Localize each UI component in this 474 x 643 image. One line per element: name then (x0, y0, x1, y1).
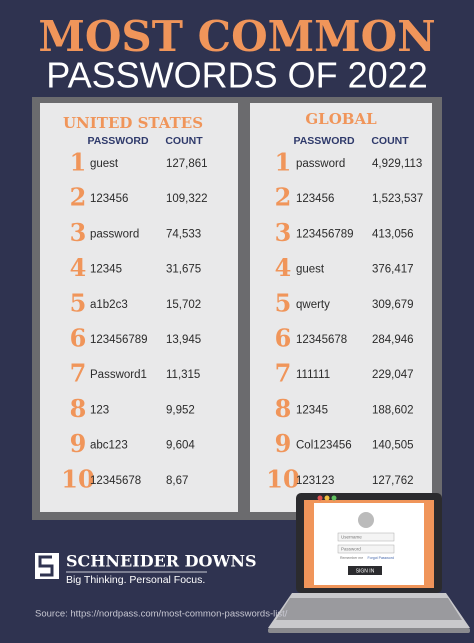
count: 13,945 (166, 334, 201, 346)
rank: 3 (275, 218, 292, 247)
password: 123456 (296, 193, 334, 205)
password-field[interactable] (337, 544, 395, 554)
rank: 2 (70, 183, 87, 212)
count: 109,322 (166, 193, 208, 205)
count: 9,952 (166, 404, 195, 416)
rank: 4 (275, 253, 292, 282)
password: 12345678 (296, 334, 347, 346)
count: 284,946 (372, 334, 414, 346)
rank: 1 (275, 148, 292, 177)
password: guest (90, 158, 119, 170)
password-placeholder: Password (341, 547, 361, 552)
remember-me[interactable]: Remember me (340, 556, 363, 560)
count: 376,417 (372, 264, 414, 276)
rank: 4 (70, 253, 87, 282)
laptop: Username Password Remember me Forgot Pas… (268, 493, 470, 633)
subtitle: PASSWORDS OF 2022 (46, 55, 427, 96)
count: 1,523,537 (372, 193, 423, 205)
password: 12345 (90, 264, 122, 276)
rank: 3 (70, 218, 87, 247)
source: Source: https://nordpass.com/most-common… (35, 609, 288, 620)
username-field[interactable] (337, 532, 395, 542)
count: 229,047 (372, 369, 414, 381)
column-header: COUNT (371, 135, 409, 147)
password: abc123 (90, 440, 128, 452)
password: password (296, 158, 345, 170)
rank: 5 (275, 288, 292, 317)
count: 309,679 (372, 299, 414, 311)
password: 111111 (296, 369, 330, 381)
window-dot (317, 495, 323, 501)
column-header: PASSWORD (293, 135, 354, 147)
count: 413,056 (372, 228, 414, 240)
sign-in-button[interactable] (348, 566, 382, 575)
rank: 9 (70, 429, 87, 458)
forgot-password[interactable]: Forgot Password (368, 556, 395, 560)
password: 123456789 (296, 228, 354, 240)
rank: 2 (275, 183, 292, 212)
password: a1b2c3 (90, 299, 128, 311)
count: 127,861 (166, 158, 208, 170)
rank: 7 (70, 359, 87, 388)
count: 15,702 (166, 299, 201, 311)
count: 31,675 (166, 264, 201, 276)
window-dot (331, 495, 337, 501)
panel (250, 103, 432, 512)
password: 123456789 (90, 334, 148, 346)
count: 74,533 (166, 228, 201, 240)
username-placeholder: Username (341, 535, 362, 540)
rank: 10 (266, 464, 299, 493)
laptop-base (268, 628, 470, 633)
logo-tagline: Big Thinking. Personal Focus. (66, 574, 205, 586)
rank: 9 (275, 429, 292, 458)
rank: 6 (70, 324, 87, 353)
rank: 7 (275, 359, 292, 388)
count: 4,929,113 (372, 158, 422, 170)
title: MOST COMMON (38, 12, 435, 61)
rank: 8 (275, 394, 292, 423)
password: Col123456 (296, 440, 352, 452)
password: guest (296, 264, 325, 276)
rank: 1 (70, 148, 87, 177)
logo-name: SCHNEIDER DOWNS (66, 552, 257, 571)
window-dot (324, 495, 330, 501)
rank: 5 (70, 288, 87, 317)
rank: 6 (275, 324, 292, 353)
password: 123 (90, 404, 109, 416)
column-header: PASSWORD (87, 135, 148, 147)
rank: 10 (61, 464, 94, 493)
count: 8,67 (166, 475, 188, 487)
password: Password1 (90, 369, 147, 381)
password: 123456 (90, 193, 128, 205)
password: qwerty (296, 299, 330, 311)
count: 127,762 (372, 475, 414, 487)
logo-s (38, 555, 54, 577)
panel (40, 103, 238, 512)
count: 188,602 (372, 404, 414, 416)
keyboard (276, 598, 462, 620)
table-heading: GLOBAL (305, 110, 377, 128)
sign-in-label: SIGN IN (356, 568, 375, 574)
count: 11,315 (166, 369, 200, 381)
password: 123123 (296, 475, 334, 487)
password: 12345 (296, 404, 328, 416)
column-header: COUNT (165, 135, 203, 147)
avatar (358, 512, 374, 528)
password: 12345678 (90, 475, 141, 487)
count: 140,505 (372, 440, 414, 452)
rank: 8 (70, 394, 87, 423)
table-heading: UNITED STATES (63, 114, 203, 132)
password: password (90, 228, 139, 240)
count: 9,604 (166, 440, 195, 452)
